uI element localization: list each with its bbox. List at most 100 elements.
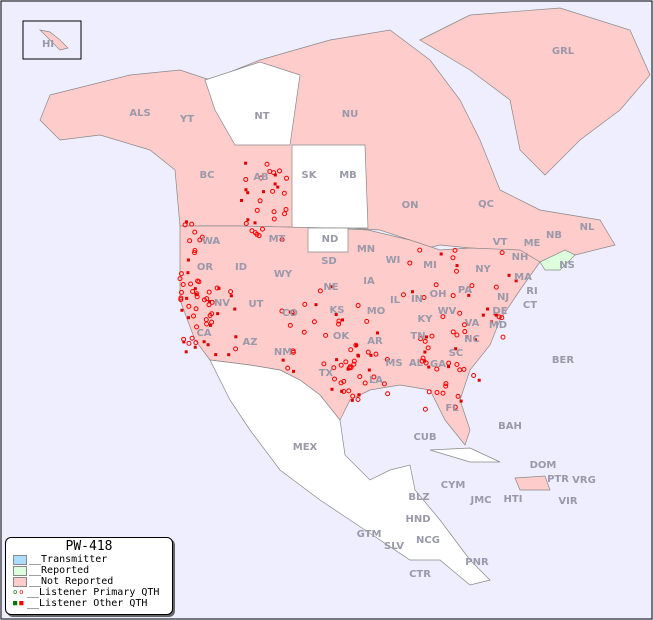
listener-dot <box>252 230 258 236</box>
listener-dot <box>429 333 435 339</box>
region-label-ar: AR <box>367 336 383 347</box>
region-label-id: ID <box>235 262 247 273</box>
legend-label: __Listener Other QTH <box>27 598 148 609</box>
listener-dot <box>462 329 468 335</box>
listener-dot <box>282 211 288 217</box>
listener-dot <box>357 374 363 380</box>
region-label-mo: MO <box>367 306 385 317</box>
listener-dot <box>459 399 463 403</box>
listener-dot <box>323 332 329 338</box>
region-label-nt: NT <box>254 111 269 122</box>
listener-dot <box>419 358 425 364</box>
region-label-fl: FL <box>445 403 459 414</box>
region-label-jmc: JMC <box>469 495 491 506</box>
listener-dot <box>185 296 189 300</box>
region-label-mn: MN <box>357 244 375 255</box>
listener-dot <box>364 318 370 324</box>
region-label-nv: NV <box>214 298 230 309</box>
legend-not-reported: __Not Reported <box>6 576 172 587</box>
listener-dot <box>189 221 195 227</box>
region-label-wv: WV <box>438 306 457 317</box>
region-label-mi: MI <box>423 260 437 271</box>
region-label-ks: KS <box>330 305 345 316</box>
listener-dot <box>334 313 338 317</box>
listener-dot <box>204 321 210 327</box>
listener-dot <box>193 345 197 349</box>
listener-dot <box>422 406 428 412</box>
region-label-ne: NE <box>323 282 338 293</box>
listener-dot <box>338 362 344 368</box>
legend-label: __Not Reported <box>29 576 114 587</box>
listener-dot <box>465 335 469 339</box>
listener-dot <box>190 289 196 295</box>
listener-dot <box>194 292 198 296</box>
region-label-ky: KY <box>418 314 434 325</box>
legend-label: __Transmitter <box>29 554 108 565</box>
listener-dot <box>279 237 285 243</box>
listener-dot <box>186 316 190 320</box>
listener-dot <box>455 393 461 399</box>
listener-dot <box>340 389 344 393</box>
listener-dot <box>196 279 202 285</box>
listener-dot <box>197 237 203 243</box>
listener-dot <box>355 303 361 309</box>
listener-dot <box>443 383 449 389</box>
listener-dot <box>385 391 391 397</box>
region-label-ny: NY <box>475 264 491 275</box>
region-label-yt: YT <box>179 114 194 125</box>
legend-other-qth: ■ ■ __Listener Other QTH <box>6 598 172 609</box>
listener-dot <box>287 322 293 328</box>
listener-dot <box>471 372 477 378</box>
region-label-nl: NL <box>580 222 595 233</box>
hawaii <box>38 29 69 51</box>
region-label-vir: VIR <box>558 496 577 507</box>
region-label-oh: OH <box>430 289 447 300</box>
listener-dot <box>216 312 220 316</box>
listener-dot <box>189 335 195 341</box>
listener-dot <box>214 353 218 357</box>
legend-reported: __Reported <box>6 565 172 576</box>
listener-dot <box>371 374 377 380</box>
listener-dot <box>243 177 249 183</box>
region-label-wi: WI <box>386 255 401 266</box>
listener-dot <box>277 168 283 174</box>
region-label-blz: BLZ <box>408 492 429 503</box>
listener-dot <box>281 358 285 362</box>
listener-dot <box>317 288 323 294</box>
region-label-grl: GRL <box>552 46 575 57</box>
listener-dot <box>207 300 211 304</box>
listener-dot <box>421 294 427 300</box>
listener-dot <box>178 297 184 303</box>
listener-dot <box>440 390 446 396</box>
land <box>38 7 651 586</box>
listener-dot <box>177 276 183 282</box>
listener-dot <box>184 350 188 354</box>
hawaii-inset <box>22 20 82 60</box>
region-label-cub: CUB <box>413 432 436 443</box>
hispaniola <box>514 475 551 491</box>
listener-dot <box>199 234 205 240</box>
listener-dot <box>450 255 456 261</box>
listener-dot <box>373 351 379 357</box>
listener-dot <box>439 252 443 256</box>
listener-dot <box>493 312 497 316</box>
listener-dot <box>452 404 458 410</box>
region-label-nb: NB <box>546 230 562 241</box>
region-label-la: LA <box>369 375 383 386</box>
region-label-qc: QC <box>478 199 494 210</box>
listener-dot <box>357 393 361 397</box>
region-label-pnr: PNR <box>465 557 489 568</box>
listener-dot <box>499 315 505 321</box>
listener-dot <box>346 388 352 394</box>
listener-dot <box>228 289 234 295</box>
legend-label: __Reported <box>29 565 90 576</box>
region-label-nc: NC <box>464 334 480 345</box>
listener-dot <box>453 268 459 274</box>
region-label-sc: SC <box>449 348 464 359</box>
region-label-il: IL <box>390 295 401 306</box>
listener-dot <box>457 310 463 316</box>
listener-dot <box>348 347 354 353</box>
region-label-bah: BAH <box>498 421 522 432</box>
listener-dot <box>425 345 431 351</box>
not-reported-swatch <box>13 576 27 587</box>
